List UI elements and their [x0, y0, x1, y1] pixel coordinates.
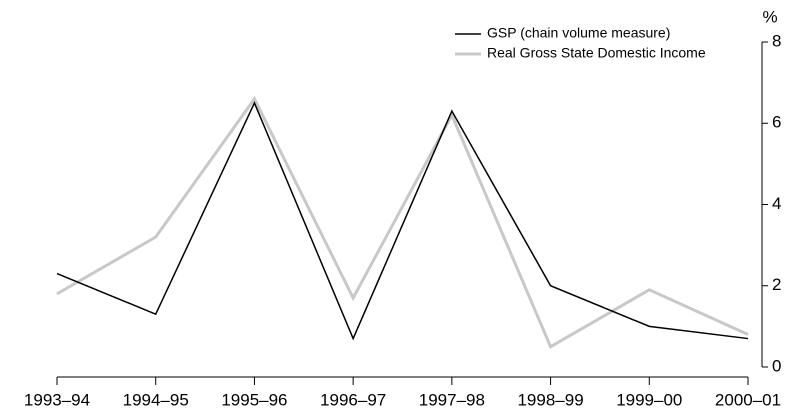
series-line — [56, 101, 749, 341]
x-tick-label: 1996–97 — [320, 390, 386, 409]
legend-label: GSP (chain volume measure) — [487, 25, 670, 41]
x-tick-label: 1999–00 — [616, 390, 682, 409]
x-tick-label: 1997–98 — [419, 390, 485, 409]
x-tick-label: 1993–94 — [24, 390, 90, 409]
y-unit: % — [762, 7, 777, 26]
y-tick-label: 4 — [772, 194, 781, 213]
y-tick-label: 2 — [772, 275, 781, 294]
x-tick-label: 1994–95 — [123, 390, 189, 409]
y-tick-label: 6 — [772, 113, 781, 132]
x-tick-label: 1995–96 — [221, 390, 287, 409]
series-line — [56, 95, 749, 349]
x-tick-label: 2000–01 — [715, 390, 781, 409]
legend-label: Real Gross State Domestic Income — [487, 45, 706, 61]
x-tick-label: 1998–99 — [517, 390, 583, 409]
y-tick-label: 0 — [772, 356, 781, 375]
y-tick-label: 8 — [772, 31, 781, 50]
